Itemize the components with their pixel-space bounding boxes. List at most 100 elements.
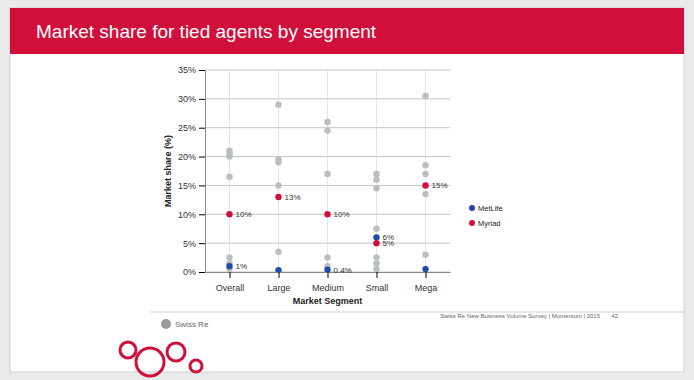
x-axis: Overall Large Medium Small Mega	[206, 272, 451, 293]
x-grid-line	[278, 70, 279, 272]
other-point	[422, 171, 428, 177]
other-point	[373, 226, 379, 232]
y-tick: 10%	[178, 210, 205, 220]
ring	[120, 342, 136, 358]
other-point	[324, 127, 330, 133]
y-tick-mark	[199, 99, 205, 100]
x-tick-label: Large	[267, 283, 290, 293]
y-tick-mark	[199, 214, 205, 215]
other-point	[422, 251, 428, 257]
data-label: 15%	[432, 181, 448, 190]
x-tick: Medium	[312, 272, 344, 293]
y-tick-label: 20%	[178, 152, 196, 162]
other-point	[373, 171, 379, 177]
y-tick-label: 15%	[178, 181, 196, 191]
y-tick-label: 10%	[178, 210, 196, 220]
decoration	[120, 342, 202, 376]
x-tick-mark	[377, 272, 378, 278]
data-label: 10%	[334, 210, 350, 219]
other-point	[275, 182, 281, 188]
other-point	[226, 153, 232, 159]
x-tick-mark	[230, 272, 231, 278]
y-tick-label: 35%	[178, 65, 196, 75]
data-label: 5%	[383, 239, 395, 248]
other-point	[373, 254, 379, 260]
other-point	[324, 119, 330, 125]
legend-entry: MetLife	[469, 204, 503, 213]
x-tick: Small	[366, 272, 389, 293]
y-tick-mark	[199, 157, 205, 158]
footer-rule	[150, 312, 684, 313]
x-tick: Mega	[415, 272, 438, 293]
point	[226, 263, 232, 269]
point	[324, 266, 330, 272]
y-axis-title: Market share (%)	[163, 135, 173, 207]
data-labels: 1%0.4%6%10%13%10%5%15%	[236, 181, 448, 274]
point	[226, 211, 232, 217]
page: Market share for tied agents by segment 0…	[0, 0, 694, 380]
other-point	[373, 185, 379, 191]
y-tick-mark	[199, 272, 205, 273]
marks	[226, 93, 428, 272]
data-label: 10%	[236, 210, 252, 219]
logo: Swiss Re	[175, 320, 209, 329]
point	[373, 240, 379, 246]
ring	[190, 360, 202, 372]
other-point	[422, 162, 428, 168]
other-point	[422, 191, 428, 197]
x-tick-mark	[426, 272, 427, 278]
y-axis-line	[205, 71, 206, 273]
y-tick-mark	[199, 185, 205, 186]
y-tick-mark	[199, 70, 205, 71]
data-label: 1%	[236, 262, 248, 271]
data-label: 13%	[285, 193, 301, 202]
other-point	[324, 171, 330, 177]
x-tick-label: Overall	[216, 283, 245, 293]
legend-entry: Myriad	[469, 219, 501, 228]
ring	[167, 343, 185, 361]
y-tick-mark	[199, 243, 205, 244]
source: Swiss Re New Business Volume Survey | Mo…	[440, 313, 601, 319]
legend-label: MetLife	[478, 204, 503, 213]
x-tick-label: Mega	[415, 283, 438, 293]
grid	[205, 70, 450, 272]
page-number: 42	[611, 313, 618, 319]
x-tick-label: Small	[366, 283, 389, 293]
y-tick: 0%	[183, 267, 205, 277]
legend-swatch	[469, 220, 475, 226]
point	[275, 194, 281, 200]
point	[275, 267, 281, 272]
ring	[136, 348, 164, 376]
y-tick: 25%	[178, 123, 205, 133]
other-point	[275, 249, 281, 255]
y-tick: 5%	[183, 239, 205, 249]
y-tick: 35%	[178, 65, 205, 75]
legend: MetLife Myriad	[469, 204, 503, 228]
x-tick-label: Medium	[312, 283, 344, 293]
legend-swatch	[469, 205, 475, 211]
other-point	[226, 174, 232, 180]
point	[422, 182, 428, 188]
x-tick-mark	[328, 272, 329, 278]
point	[373, 234, 379, 240]
slide	[10, 8, 684, 372]
y-tick-label: 30%	[178, 94, 196, 104]
title-banner	[10, 8, 684, 54]
logo-mark	[161, 319, 171, 329]
y-tick: 15%	[178, 181, 205, 191]
other-point	[275, 159, 281, 165]
title: Market share for tied agents by segment	[36, 21, 377, 42]
y-axis: 0% 5% 10% 15% 20% 25% 30% 35%	[178, 65, 206, 277]
x-axis-title: Market Segment	[293, 296, 363, 306]
x-tick-mark	[279, 272, 280, 278]
other-point	[373, 176, 379, 182]
other-point	[275, 101, 281, 107]
x-tick: Overall	[216, 272, 245, 293]
other-point	[373, 260, 379, 266]
y-tick-label: 5%	[183, 239, 196, 249]
point	[324, 211, 330, 217]
x-tick: Large	[267, 272, 290, 293]
other-point	[373, 266, 379, 272]
y-tick: 30%	[178, 94, 205, 104]
other-point	[226, 254, 232, 260]
